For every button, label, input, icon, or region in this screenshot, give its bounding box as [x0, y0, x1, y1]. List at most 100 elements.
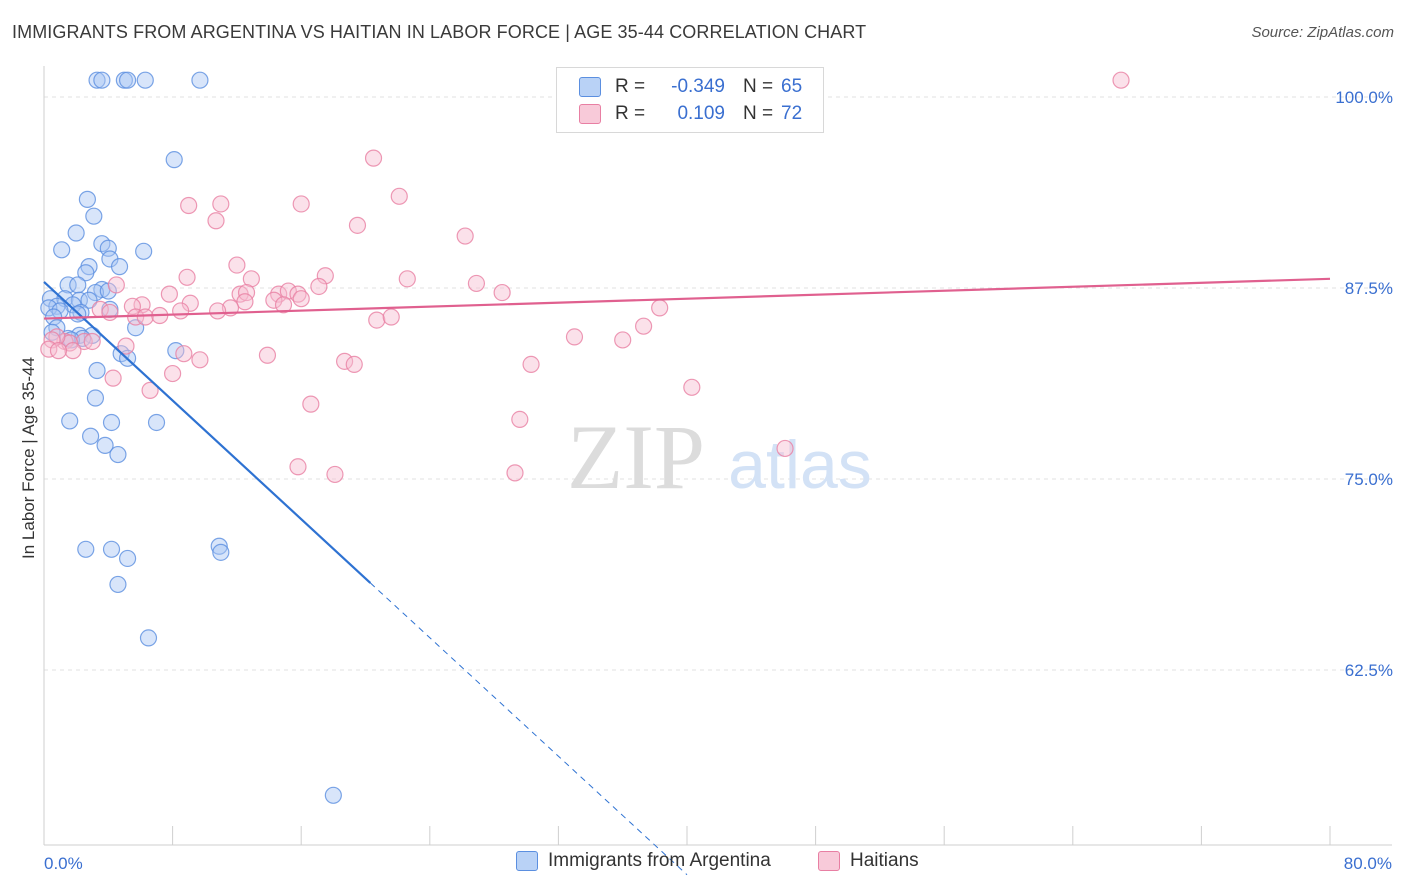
data-point [141, 381, 159, 399]
legend-r-value: 0.109 [677, 103, 725, 124]
data-point [83, 332, 101, 351]
data-point [316, 267, 334, 285]
data-point [135, 242, 153, 260]
data-point [683, 378, 701, 396]
x-tick-label: 0.0% [44, 854, 83, 873]
data-point [506, 464, 524, 482]
data-point [175, 345, 193, 363]
data-point [78, 190, 97, 208]
trend-line-haitians [43, 277, 1331, 320]
data-point [212, 195, 230, 213]
data-point [258, 346, 277, 364]
data-point [302, 395, 320, 413]
data-point [522, 355, 540, 373]
data-point [104, 369, 122, 387]
data-point [289, 458, 307, 476]
data-point [43, 331, 61, 349]
data-point [86, 389, 105, 407]
legend-row-haitians: R = 0.109 N = 72 [579, 101, 802, 127]
data-point [336, 352, 354, 370]
data-point [139, 629, 158, 647]
tick-labels: 100.0% 87.5% 75.0% 62.5% 0.0% 80.0% [44, 88, 1393, 873]
legend-n-label: N = [743, 76, 774, 97]
y-tick-label: 100.0% [1335, 88, 1393, 107]
legend-r-label: R = [615, 103, 646, 124]
data-point [136, 308, 154, 326]
legend-row-argentina: R = -0.349 N = 65 [579, 74, 802, 100]
data-point [117, 337, 135, 355]
data-point [118, 549, 137, 568]
data-point [147, 413, 166, 432]
data-point [324, 786, 342, 804]
data-point [80, 291, 98, 309]
data-point [53, 241, 71, 259]
data-point [136, 71, 154, 89]
data-point [456, 227, 474, 245]
trend-line-argentina [43, 281, 372, 584]
trend-lines [43, 277, 1331, 876]
legend-item-argentina: Immigrants from Argentina [516, 850, 771, 872]
watermark-zip: ZIP [567, 406, 705, 508]
legend-r-value: -0.349 [671, 76, 725, 97]
y-axis-label: In Labor Force | Age 35-44 [19, 357, 38, 559]
stats-legend: R = -0.349 N = 65 R = 0.109 N = 72 [556, 67, 824, 133]
y-tick-label: 62.5% [1345, 661, 1393, 680]
data-point [96, 436, 114, 454]
data-point [109, 445, 127, 464]
data-point [40, 299, 58, 317]
data-point [123, 297, 142, 315]
data-point [107, 276, 125, 294]
data-point [265, 291, 283, 309]
y-tick-label: 75.0% [1345, 470, 1393, 489]
data-point [292, 195, 310, 213]
legend-swatch-pink [818, 851, 840, 871]
data-point [207, 212, 225, 230]
data-point [1112, 71, 1130, 89]
chart-title: IMMIGRANTS FROM ARGENTINA VS HAITIAN IN … [12, 22, 867, 42]
data-point [102, 540, 121, 558]
legend-n-value: 65 [781, 76, 803, 97]
data-point [210, 537, 228, 555]
data-point [565, 328, 584, 346]
legend-r-label: R = [615, 76, 646, 97]
data-point [88, 71, 106, 89]
legend-item-haitians: Haitians [818, 850, 919, 872]
data-point [101, 303, 119, 322]
data-point [511, 410, 529, 429]
data-point [274, 296, 293, 314]
axes [43, 66, 1392, 846]
data-point [310, 277, 328, 296]
data-point [209, 302, 227, 320]
data-point [69, 276, 87, 294]
data-point [191, 71, 209, 89]
data-point [172, 302, 190, 320]
data-point [67, 224, 85, 242]
y-tick-label: 87.5% [1345, 279, 1393, 298]
data-point [160, 285, 178, 303]
data-point [651, 299, 669, 317]
data-point [85, 207, 103, 225]
data-point [236, 293, 254, 311]
data-point [292, 290, 310, 308]
watermark: ZIP atlas [567, 406, 872, 508]
data-point [634, 317, 653, 335]
source-label: Source: ZipAtlas.com [1251, 24, 1394, 41]
legend-swatch-blue [579, 77, 601, 97]
data-point [82, 427, 100, 445]
data-point [493, 283, 511, 302]
data-point [93, 71, 111, 89]
data-point [64, 342, 82, 360]
legend-label-argentina: Immigrants from Argentina [548, 850, 771, 871]
legend-swatch-blue [516, 851, 538, 871]
data-point [88, 361, 106, 380]
data-point [289, 285, 307, 303]
data-point [368, 311, 386, 329]
data-point [178, 268, 196, 286]
x-tick-label: 80.0% [1344, 854, 1392, 873]
data-point [345, 355, 363, 373]
data-point [191, 351, 209, 369]
watermark-atlas: atlas [728, 427, 872, 503]
data-point [77, 264, 95, 282]
data-point [382, 308, 400, 326]
